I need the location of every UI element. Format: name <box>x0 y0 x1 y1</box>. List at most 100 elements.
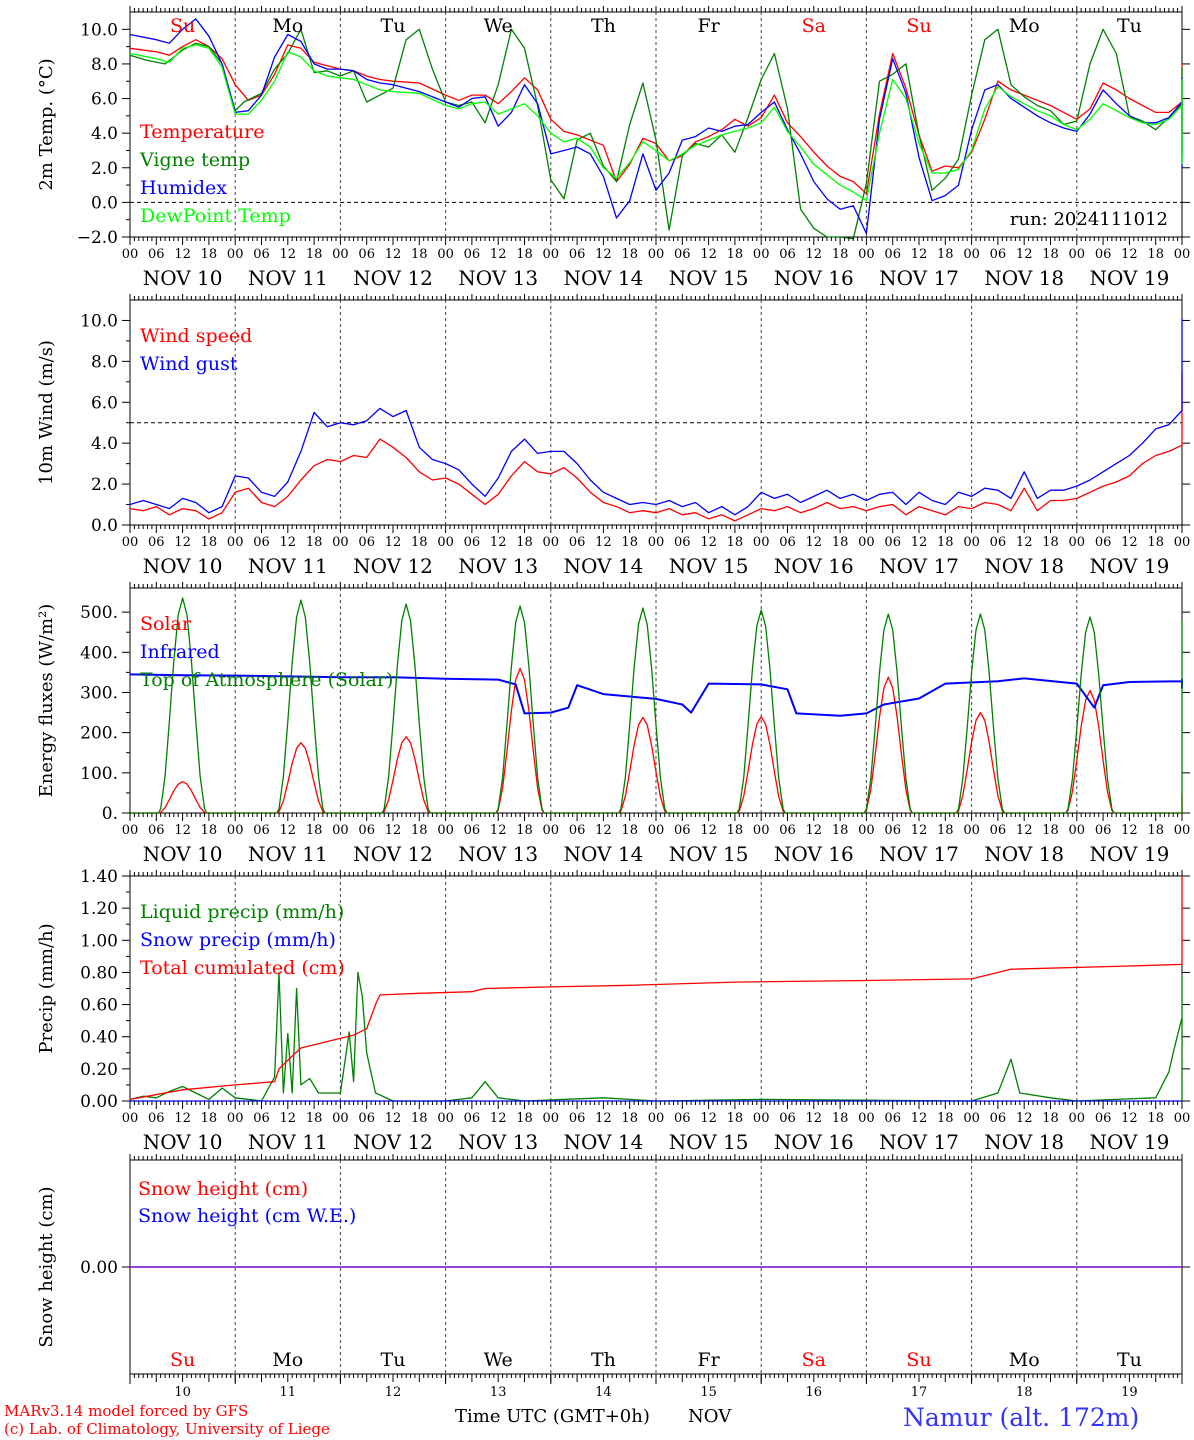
x-hour-label: 18 <box>937 247 954 262</box>
weekday-label: Su <box>906 1349 931 1371</box>
x-hour-label: 18 <box>411 823 428 838</box>
x-hour-label: 06 <box>358 1111 375 1126</box>
series-line-infrared <box>129 673 1183 717</box>
x-date-label: NOV 16 <box>774 1130 854 1154</box>
x-hour-label: 06 <box>148 535 165 550</box>
x-date-label: NOV 18 <box>984 1130 1064 1154</box>
y-tick-label: 0.0 <box>91 193 118 213</box>
x-hour-label: 18 <box>832 247 849 262</box>
x-hour-label: 18 <box>516 823 533 838</box>
y-tick-label: 0.20 <box>80 1060 118 1080</box>
x-hour-label: 00 <box>227 1111 244 1126</box>
x-hour-label: 12 <box>174 823 191 838</box>
x-hour-label: 00 <box>437 823 454 838</box>
x-hour-label: 00 <box>1069 1111 1086 1126</box>
legend-label: Temperature <box>140 121 264 143</box>
x-hour-label: 06 <box>148 823 165 838</box>
x-date-label: NOV 15 <box>669 842 749 866</box>
x-date-label: NOV 18 <box>984 266 1064 290</box>
x-date-label: NOV 16 <box>774 554 854 578</box>
x-hour-label: 06 <box>990 1111 1007 1126</box>
y-tick-label: 200. <box>80 724 118 744</box>
x-date-label: NOV 13 <box>458 554 538 578</box>
x-hour-label: 00 <box>963 535 980 550</box>
x-hour-label: 06 <box>779 247 796 262</box>
x-hour-label: 00 <box>227 247 244 262</box>
x-hour-label: 06 <box>1095 823 1112 838</box>
x-hour-label: 18 <box>937 535 954 550</box>
series-line-liquid-precip-mm-h- <box>129 971 1183 1102</box>
x-hour-label: 00 <box>332 823 349 838</box>
x-hour-label: 12 <box>700 535 717 550</box>
y-tick-label: 0. <box>102 804 118 824</box>
x-date-label: NOV 18 <box>984 842 1064 866</box>
x-hour-label: 18 <box>201 535 218 550</box>
x-hour-label: 00 <box>332 535 349 550</box>
x-hour-label: 12 <box>700 823 717 838</box>
x-hour-label: 12 <box>911 823 928 838</box>
x-hour-label: 18 <box>621 535 638 550</box>
x-hour-label: 00 <box>753 1111 770 1126</box>
x-date-label: NOV 10 <box>143 1130 223 1154</box>
y-axis-label: 2m Temp. (°C) <box>36 58 57 190</box>
x-date-label: NOV 10 <box>143 554 223 578</box>
x-hour-label: 12 <box>1016 535 1033 550</box>
series-line-wind-gust <box>129 317 1183 516</box>
x-hour-label: 12 <box>806 247 823 262</box>
x-hour-label: 00 <box>963 247 980 262</box>
x-hour-label: 18 <box>727 823 744 838</box>
y-tick-label: 0.80 <box>80 963 118 983</box>
x-hour-label: 18 <box>727 247 744 262</box>
x-date-label: NOV 19 <box>1090 554 1170 578</box>
x-hour-label: 06 <box>569 247 586 262</box>
x-date-label: NOV 10 <box>143 842 223 866</box>
y-tick-label: 4.0 <box>91 434 118 454</box>
x-date-label: NOV 15 <box>669 554 749 578</box>
x-hour-label: 06 <box>779 535 796 550</box>
x-hour-label: 00 <box>648 247 665 262</box>
x-hour-label: 12 <box>385 823 402 838</box>
x-hour-label: 12 <box>280 823 297 838</box>
x-date-label: NOV 12 <box>353 1130 433 1154</box>
time-axis-label: Time UTC (GMT+0h) <box>455 1406 650 1427</box>
x-hour-label: 12 <box>490 247 507 262</box>
y-tick-label: 10.0 <box>80 311 118 331</box>
y-tick-label: 500. <box>80 603 118 623</box>
y-tick-label: 0.00 <box>80 1258 118 1278</box>
x-hour-label: 06 <box>148 247 165 262</box>
weekday-label: Su <box>170 15 195 37</box>
x-hour-label: 18 <box>411 247 428 262</box>
x-date-label: NOV 19 <box>1090 1130 1170 1154</box>
x-hour-label: 12 <box>1121 1111 1138 1126</box>
x-hour-label: 18 <box>306 1111 323 1126</box>
model-credit: MARv3.14 model forced by GFS <box>4 1402 249 1420</box>
x-hour-label: 12 <box>1121 823 1138 838</box>
weekday-label: Mo <box>1009 1349 1040 1371</box>
x-hour-label: 00 <box>543 1111 560 1126</box>
x-date-label: NOV 12 <box>353 266 433 290</box>
x-hour-label: 18 <box>832 823 849 838</box>
x-hour-label: 12 <box>1016 247 1033 262</box>
x-hour-label: 06 <box>464 535 481 550</box>
x-date-label: NOV 14 <box>564 266 644 290</box>
y-tick-label: 400. <box>80 643 118 663</box>
x-date-label: NOV 19 <box>1090 842 1170 866</box>
x-hour-label: 06 <box>358 535 375 550</box>
day-number-label: 13 <box>490 1385 507 1400</box>
x-hour-label: 00 <box>437 247 454 262</box>
day-number-label: 14 <box>595 1385 612 1400</box>
x-hour-label: 12 <box>174 535 191 550</box>
x-hour-label: 00 <box>1174 1111 1191 1126</box>
x-hour-label: 18 <box>621 823 638 838</box>
y-tick-label: 0.0 <box>91 516 118 536</box>
x-hour-label: 12 <box>595 1111 612 1126</box>
weekday-label: Sa <box>802 1349 826 1371</box>
run-annotation: run: 2024111012 <box>1010 209 1168 230</box>
x-hour-label: 06 <box>884 247 901 262</box>
x-hour-label: 06 <box>253 1111 270 1126</box>
weekday-label: Su <box>906 15 931 37</box>
station-label: Namur (alt. 172m) <box>903 1403 1140 1432</box>
y-tick-label: 300. <box>80 683 118 703</box>
x-hour-label: 00 <box>648 823 665 838</box>
x-hour-label: 12 <box>700 247 717 262</box>
